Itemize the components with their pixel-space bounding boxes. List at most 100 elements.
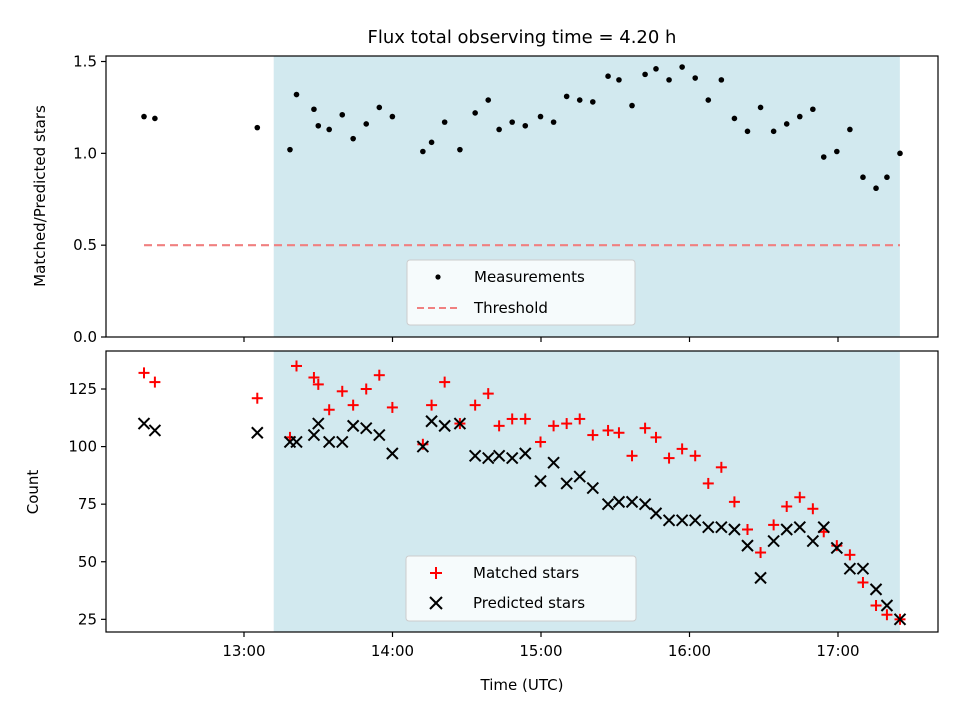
measurement-point xyxy=(731,115,738,122)
measurement-point xyxy=(389,113,396,120)
matched-stars-point xyxy=(602,424,614,436)
predicted-stars-point xyxy=(416,440,430,453)
predicted-stars-point xyxy=(856,562,870,575)
measurement-point xyxy=(287,146,293,153)
bottom-ytick-label: 50 xyxy=(78,553,97,571)
matched-stars-point xyxy=(663,452,675,464)
matched-stars-point xyxy=(807,503,819,515)
predicted-stars-point xyxy=(482,451,495,465)
predicted-stars-point xyxy=(649,507,663,520)
top-ytick-label: 1.0 xyxy=(73,144,97,162)
predicted-stars-point xyxy=(754,571,767,585)
predicted-stars-point xyxy=(893,613,907,626)
measurement-point xyxy=(509,119,515,125)
matched-stars-point xyxy=(336,385,348,397)
x-axis-label: Time (UTC) xyxy=(480,676,564,694)
measurement-point xyxy=(796,113,803,120)
matched-stars-point xyxy=(794,491,806,503)
measurement-point xyxy=(605,73,611,80)
measurement-point xyxy=(679,64,685,70)
measurement-point xyxy=(860,174,866,181)
measurement-point xyxy=(873,185,879,192)
measurement-point xyxy=(485,97,492,103)
predicted-stars-point xyxy=(625,495,639,509)
matched-stars-point xyxy=(439,376,451,388)
matched-stars-point xyxy=(506,413,518,425)
legend-label-measurements: Measurements xyxy=(474,268,585,286)
top-ytick-label: 1.5 xyxy=(73,53,97,71)
predicted-stars-point xyxy=(505,451,519,465)
predicted-stars-point xyxy=(675,514,689,527)
measurement-point xyxy=(884,174,890,181)
measurement-point xyxy=(152,115,158,122)
legend-label-threshold: Threshold xyxy=(473,299,548,317)
matched-stars-point xyxy=(650,431,662,443)
measurement-point xyxy=(563,93,570,100)
measurement-point xyxy=(457,146,463,153)
measurement-point xyxy=(576,97,583,103)
predicted-stars-point xyxy=(290,435,303,449)
matched-stars-point xyxy=(251,392,263,404)
predicted-stars-point xyxy=(137,417,151,430)
matched-stars-point xyxy=(519,413,531,425)
measurement-point xyxy=(642,71,648,78)
matched-stars-point xyxy=(323,404,335,416)
legend-marker-predicted-stars xyxy=(429,596,443,610)
bottom-ytick-label: 75 xyxy=(78,495,97,513)
measurement-point xyxy=(315,122,322,129)
matched-stars-point xyxy=(426,399,438,411)
measurement-point xyxy=(550,119,557,125)
measurement-point xyxy=(616,77,622,83)
predicted-stars-point xyxy=(312,417,325,430)
matched-stars-point xyxy=(676,443,688,455)
matched-stars-point xyxy=(548,420,560,432)
predicted-stars-point xyxy=(869,583,883,596)
measurement-point xyxy=(629,102,635,109)
bottom-ytick-label: 100 xyxy=(68,438,97,456)
matched-stars-point xyxy=(360,383,372,395)
measurement-point xyxy=(834,148,840,155)
predicted-stars-point xyxy=(336,435,349,449)
matched-stars-point xyxy=(639,422,651,434)
predicted-stars-point xyxy=(322,435,336,449)
predicted-stars-point xyxy=(586,481,600,495)
matched-stars-point xyxy=(728,496,740,508)
measurement-point xyxy=(705,97,712,103)
measurement-point xyxy=(311,106,317,113)
predicted-stars-point xyxy=(453,417,467,430)
matched-stars-point xyxy=(291,360,303,372)
predicted-stars-point xyxy=(519,447,532,460)
legend-marker-matched-stars xyxy=(430,567,442,579)
matched-stars-point xyxy=(482,388,494,400)
measurement-point xyxy=(537,113,544,120)
predicted-stars-point xyxy=(780,523,793,536)
predicted-stars-point xyxy=(702,520,715,534)
matched-stars-point xyxy=(857,576,869,588)
bottom-xtick-label: 15:00 xyxy=(519,642,562,660)
predicted-stars-point xyxy=(741,539,754,552)
matched-stars-point xyxy=(755,547,767,559)
predicted-stars-point xyxy=(715,520,728,534)
measurement-point xyxy=(363,121,370,127)
top-ytick-label: 0.5 xyxy=(73,236,97,254)
predicted-stars-point xyxy=(612,495,626,509)
predicted-stars-point xyxy=(148,424,162,437)
matched-stars-point xyxy=(626,450,638,462)
measurement-point xyxy=(326,126,332,133)
matched-stars-point xyxy=(347,399,359,411)
measurement-point xyxy=(666,77,672,83)
predicted-stars-point xyxy=(793,520,806,534)
matched-stars-point xyxy=(587,429,599,441)
top-axes-frame xyxy=(105,55,939,338)
top-y-axis-label: Matched/Predicted stars xyxy=(31,105,49,287)
measurement-point xyxy=(496,126,502,133)
matched-stars-point xyxy=(613,427,625,439)
matched-stars-point xyxy=(781,500,793,512)
predicted-stars-point xyxy=(728,523,741,536)
predicted-stars-point xyxy=(843,562,857,575)
matched-stars-point xyxy=(469,399,481,411)
figure-title: Flux total observing time = 4.20 h xyxy=(368,27,677,48)
predicted-stars-point xyxy=(638,497,652,511)
predicted-stars-point xyxy=(438,419,451,433)
